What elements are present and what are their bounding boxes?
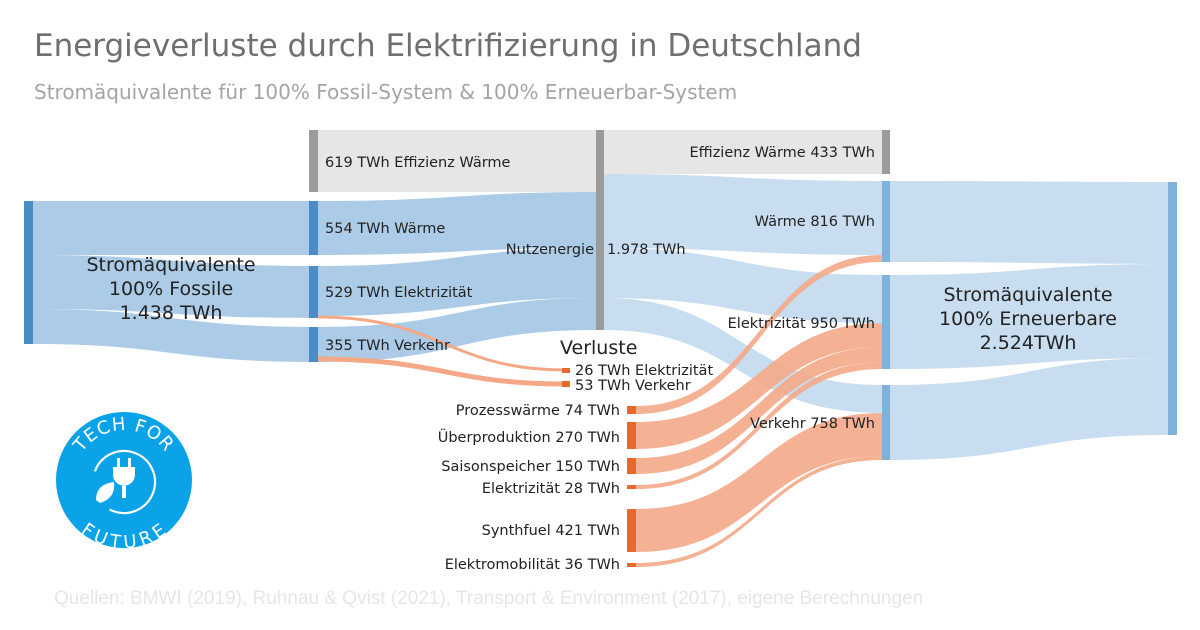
flow-elektrizitaet-nutzenergie (318, 248, 596, 316)
node-ueberproduktion (627, 422, 636, 449)
flow-fossil-waerme (33, 201, 318, 255)
flow-elektrizitaet-erneuerbare (890, 264, 1168, 369)
flow-elektromobilitaet (636, 456, 882, 567)
label-waerme-left: 554 TWh Wärme (325, 221, 445, 237)
flow-prozesswaerme (636, 255, 882, 414)
label-fossil-line2: 100% Fossile (109, 278, 233, 300)
page-subtitle: Stromäquivalente für 100% Fossil-System … (34, 80, 738, 104)
plug-leaf-icon (91, 449, 157, 515)
node-effizienz-right (882, 130, 890, 174)
label-elektrizitaet-right: Elektrizität 950 TWh (728, 316, 875, 332)
node-waerme-right (882, 181, 890, 262)
label-erneuerbare-line3: 2.524TWh (980, 332, 1077, 354)
label-effizienz-left: 619 TWh Effizienz Wärme (325, 155, 511, 171)
label-elektromobilitaet: Elektromobilität 36 TWh (445, 557, 620, 573)
flow-waerme-nutzenergie (318, 192, 596, 255)
label-elektrizitaet-left: 529 TWh Elektrizität (325, 285, 473, 301)
label-verkehr-right: Verkehr 758 TWh (750, 416, 875, 432)
label-fossil-line1: Stromäquivalente (86, 254, 255, 276)
flow-ueberproduktion (636, 323, 882, 449)
node-elektrizitaet-right (882, 275, 890, 369)
label-ueberproduktion: Überproduktion 270 TWh (438, 428, 620, 446)
flow-nutzenergie-waerme (604, 174, 882, 255)
flow-elektrizitaet-loss (636, 362, 882, 489)
flow-loss-elektrizitaet (317, 315, 566, 372)
flow-loss-verkehr (317, 356, 566, 387)
label-verkehr-left: 355 TWh Verkehr (325, 338, 450, 354)
label-nutzenergie-value: 1.978 TWh (607, 242, 686, 258)
label-verlust-verkehr: 53 TWh Verkehr (575, 378, 691, 394)
node-erneuerbare (1168, 182, 1177, 435)
node-verkehr-right (882, 385, 890, 460)
flow-effizienz-right (604, 130, 882, 174)
label-elektrizitaet-loss: Elektrizität 28 TWh (482, 481, 620, 497)
node-nutzenergie (596, 130, 604, 330)
label-verlust-elektrizitaet: 26 TWh Elektrizität (575, 363, 713, 379)
label-erneuerbare-line2: 100% Erneuerbare (939, 308, 1117, 330)
label-fossil-line3: 1.438 TWh (120, 302, 223, 324)
flow-synthfuel (636, 413, 882, 552)
label-effizienz-right: Effizienz Wärme 433 TWh (690, 145, 875, 161)
flow-verkehr-nutzenergie (318, 298, 596, 362)
node-verlust-elektrizitaet (562, 368, 570, 373)
node-waerme-left (309, 201, 318, 255)
label-saisonspeicher: Saisonspeicher 150 TWh (441, 459, 620, 475)
page-title: Energieverluste durch Elektrifizierung i… (34, 28, 862, 64)
flow-nutzenergie-elektrizitaet (604, 248, 882, 323)
node-fossil (24, 201, 33, 344)
label-nutzenergie: Nutzenergie (506, 242, 594, 258)
node-verlust-verkehr (562, 381, 570, 387)
node-elektromobilitaet (627, 563, 636, 567)
node-elektrizitaet-left (309, 266, 318, 318)
flow-effizienz-left (318, 130, 596, 192)
node-verkehr-left (309, 327, 318, 362)
flow-verkehr-erneuerbare (890, 358, 1168, 460)
label-waerme-right: Wärme 816 TWh (755, 214, 875, 230)
node-saisonspeicher (627, 458, 636, 474)
tech-for-future-logo: TECH FOR FUTURE (56, 412, 192, 553)
label-prozesswaerme: Prozesswärme 74 TWh (456, 403, 620, 419)
source-note: Quellen: BMWI (2019), Ruhnau & Qvist (20… (54, 588, 924, 609)
node-effizienz-left (309, 130, 318, 192)
flow-saisonspeicher (636, 347, 882, 474)
label-synthfuel: Synthfuel 421 TWh (482, 523, 620, 539)
flow-fossil-verkehr (33, 309, 318, 362)
flow-fossil-elektrizitaet (33, 255, 318, 318)
node-elektrizitaet-loss (627, 485, 636, 489)
node-prozesswaerme (627, 406, 636, 414)
label-erneuerbare-line1: Stromäquivalente (943, 284, 1112, 306)
flow-waerme-erneuerbare (890, 181, 1168, 264)
node-synthfuel (627, 509, 636, 552)
label-verluste: Verluste (560, 337, 637, 359)
